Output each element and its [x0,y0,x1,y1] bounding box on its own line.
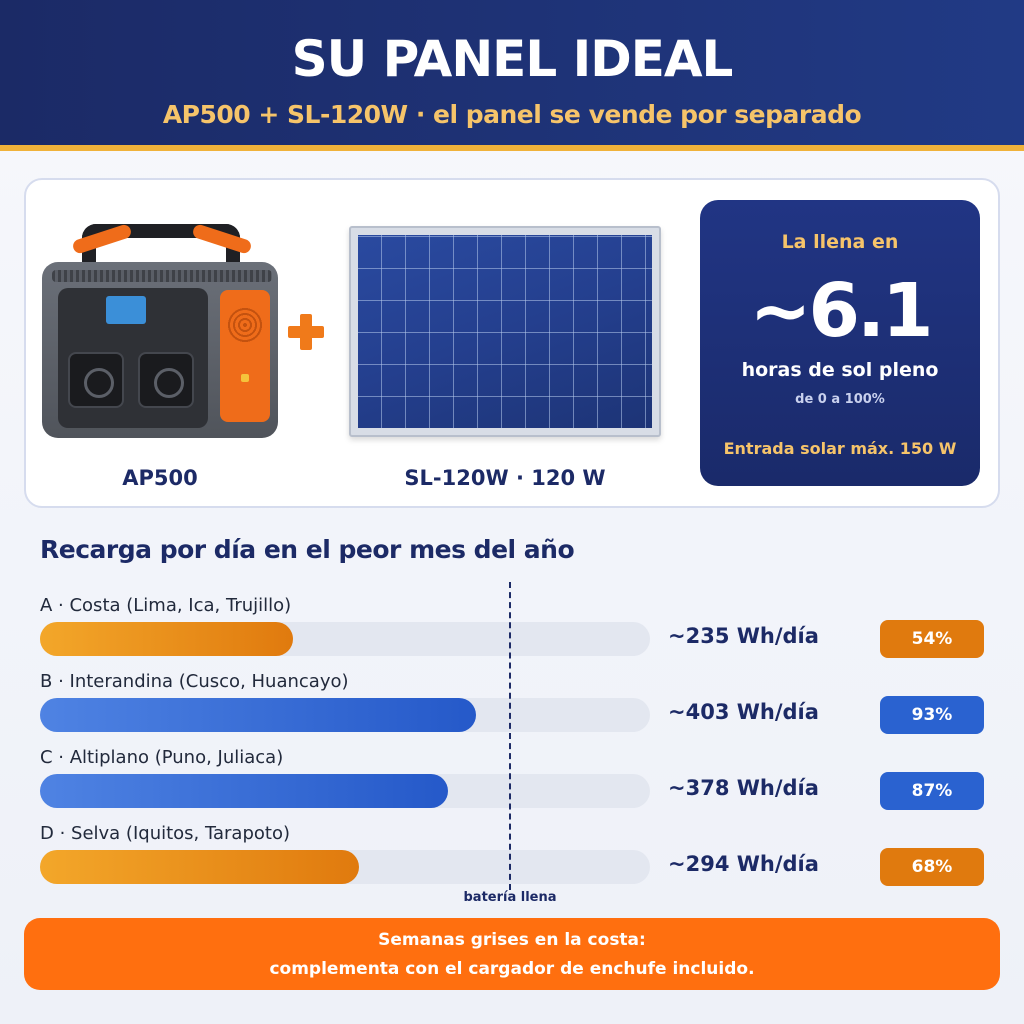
fill-time-value: ~6.1 [749,268,933,354]
bar-label: B · Interandina (Cusco, Huancayo) [40,671,349,692]
bar-value-label: ~294 Wh/día [668,852,819,876]
page-title: SU PANEL IDEAL [291,30,734,88]
solar-panel-image [349,226,661,437]
indicator-light [241,374,249,382]
bar [40,774,448,808]
bar-value-label: ~378 Wh/día [668,776,819,800]
bar-value-label: ~403 Wh/día [668,700,819,724]
bar-label: D · Selva (Iquitos, Tarapoto) [40,823,290,844]
page-subtitle: AP500 + SL-120W · el panel se vende por … [162,100,862,129]
footer-line-1: Semanas grises en la costa: [378,930,646,950]
percent-badge: 93% [880,696,984,734]
bar [40,698,476,732]
fill-time-box: La llena en ~6.1 horas de sol pleno de 0… [700,200,980,486]
station-label: AP500 [122,466,198,490]
percent-badge: 54% [880,620,984,658]
full-battery-line [509,582,511,890]
max-solar-input: Entrada solar máx. 150 W [723,439,957,458]
panel-label: SL-120W · 120 W [404,466,606,490]
fill-time-intro: La llena en [781,231,899,253]
bar-label: C · Altiplano (Puno, Juliaca) [40,747,284,768]
bar [40,850,359,884]
bar-label: A · Costa (Lima, Ica, Trujillo) [40,595,292,616]
bar-value-label: ~235 Wh/día [668,624,819,648]
plus-icon [286,312,326,352]
bar [40,622,293,656]
station-ribs [52,270,272,282]
footer-note: Semanas grises en la costa: complementa … [24,918,1000,990]
solar-cells [358,235,652,428]
percent-badge: 87% [880,772,984,810]
station-display [106,296,146,324]
ac-socket-left [68,352,124,408]
power-station-image [42,222,278,440]
chart-title: Recarga por día en el peor mes del año [40,535,575,564]
fan-icon [226,306,264,344]
header-banner: SU PANEL IDEAL AP500 + SL-120W · el pane… [0,0,1024,151]
fill-time-unit: horas de sol pleno [741,359,939,381]
footer-line-2: complementa con el cargador de enchufe i… [269,959,755,979]
fill-time-range: de 0 a 100% [795,392,885,407]
full-battery-label: batería llena [463,890,557,905]
ac-socket-right [138,352,194,408]
percent-badge: 68% [880,848,984,886]
